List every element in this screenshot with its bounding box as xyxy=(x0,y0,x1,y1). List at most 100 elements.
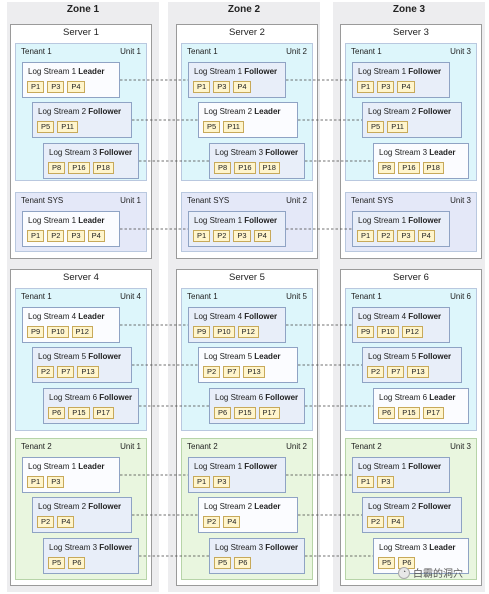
log-stream-box: Log Stream 2 Follower P2 P4 xyxy=(362,497,462,533)
partition-chip: P1 xyxy=(193,476,211,488)
log-stream-name: Log Stream 2 xyxy=(368,502,417,511)
partition-chip: P4 xyxy=(223,516,241,528)
log-stream-label: Log Stream 6 Follower xyxy=(49,393,132,402)
partition-chip: P4 xyxy=(87,230,105,242)
partition-chip: P5 xyxy=(48,557,66,569)
log-stream-name: Log Stream 2 xyxy=(38,502,87,511)
partition-list: P2 P7 P13 xyxy=(367,366,429,378)
partition-chip: P15 xyxy=(234,407,256,419)
leader-role-label: Leader xyxy=(429,148,456,157)
tenant-box: Tenant 1 Unit 4 Log Stream 4 Leader P9 P10 P1… xyxy=(15,288,147,431)
partition-chip: P17 xyxy=(422,407,444,419)
log-stream-name: Log Stream 6 xyxy=(379,393,428,402)
partition-chip: P2 xyxy=(213,230,231,242)
log-stream-label: Log Stream 3 Follower xyxy=(215,543,298,552)
follower-role-label: Follower xyxy=(265,393,299,402)
partition-chip: P2 xyxy=(367,366,385,378)
log-stream-name: Log Stream 1 xyxy=(358,216,407,225)
partition-list: P9 P10 P12 xyxy=(193,326,259,338)
tenant-box: Tenant 1 Unit 1 Log Stream 1 Leader P1 P3 P4 L… xyxy=(15,43,147,181)
leader-role-label: Leader xyxy=(78,462,105,471)
unit-label: Unit 2 xyxy=(286,47,307,56)
server-box: Server 2 Tenant 1 Unit 2 Log Stream 1 Follo… xyxy=(176,24,318,259)
log-stream-label: Log Stream 5 Leader xyxy=(204,352,281,361)
tenant-box: Tenant 1 Unit 2 Log Stream 1 Follower P1 P3 P… xyxy=(181,43,313,181)
partition-chip: P2 xyxy=(37,516,55,528)
partition-list: P2 P7 P13 xyxy=(37,366,99,378)
partition-chip: P13 xyxy=(77,366,99,378)
log-stream-name: Log Stream 3 xyxy=(215,543,264,552)
log-stream-name: Log Stream 1 xyxy=(358,67,407,76)
partition-chip: P5 xyxy=(203,121,221,133)
partition-list: P8 P16 P18 xyxy=(48,162,114,174)
log-stream-label: Log Stream 3 Leader xyxy=(379,148,456,157)
tenant-box: Tenant 1 Unit 6 Log Stream 4 Follower P9 P10… xyxy=(345,288,477,431)
log-stream-box: Log Stream 1 Leader P1 P2 P3 P4 xyxy=(22,211,120,247)
partition-chip: P13 xyxy=(243,366,265,378)
log-stream-name: Log Stream 3 xyxy=(379,148,428,157)
partition-list: P1 P2 P3 P4 xyxy=(193,230,271,242)
tenant-box: Tenant 2 Unit 1 Log Stream 1 Leader P1 P3 Log… xyxy=(15,438,147,580)
partition-chip: P18 xyxy=(258,162,280,174)
leader-role-label: Leader xyxy=(254,502,281,511)
partition-chip: P2 xyxy=(203,366,221,378)
server-title: Server 6 xyxy=(393,272,429,283)
leader-role-label: Leader xyxy=(78,312,105,321)
log-stream-name: Log Stream 4 xyxy=(194,312,243,321)
log-stream-box: Log Stream 1 Follower P1 P3 xyxy=(352,457,450,493)
partition-list: P1 P3 xyxy=(193,476,231,488)
partition-list: P5 P6 xyxy=(378,557,416,569)
unit-label: Unit 5 xyxy=(286,292,307,301)
log-stream-label: Log Stream 3 Leader xyxy=(379,543,456,552)
tenant-box: Tenant SYS Unit 2 Log Stream 1 Follower P1 P… xyxy=(181,192,313,252)
partition-chip: P12 xyxy=(401,326,423,338)
log-stream-label: Log Stream 2 Follower xyxy=(368,107,451,116)
partition-chip: P16 xyxy=(398,162,420,174)
log-stream-name: Log Stream 3 xyxy=(215,148,264,157)
log-stream-label: Log Stream 4 Follower xyxy=(358,312,441,321)
log-stream-box: Log Stream 2 Follower P5 P11 xyxy=(32,102,132,138)
partition-chip: P6 xyxy=(48,407,66,419)
partition-chip: P10 xyxy=(213,326,235,338)
log-stream-name: Log Stream 1 xyxy=(28,462,77,471)
tenant-name: Tenant 1 xyxy=(187,47,218,56)
follower-role-label: Follower xyxy=(418,352,452,361)
wechat-icon: ◔ xyxy=(398,566,410,579)
log-stream-name: Log Stream 2 xyxy=(38,107,87,116)
partition-chip: P2 xyxy=(37,366,55,378)
partition-list: P1 P2 P3 P4 xyxy=(357,230,435,242)
partition-chip: P18 xyxy=(422,162,444,174)
log-stream-name: Log Stream 6 xyxy=(215,393,264,402)
partition-chip: P4 xyxy=(67,81,85,93)
log-stream-name: Log Stream 1 xyxy=(194,67,243,76)
follower-role-label: Follower xyxy=(88,502,122,511)
log-stream-box: Log Stream 1 Follower P1 P2 P3 P4 xyxy=(188,211,286,247)
unit-label: Unit 6 xyxy=(450,292,471,301)
partition-chip: P2 xyxy=(377,230,395,242)
log-stream-box: Log Stream 4 Follower P9 P10 P12 xyxy=(352,307,450,343)
unit-label: Unit 3 xyxy=(450,47,471,56)
leader-role-label: Leader xyxy=(78,216,105,225)
log-stream-name: Log Stream 2 xyxy=(204,502,253,511)
partition-chip: P3 xyxy=(67,230,85,242)
partition-list: P5 P11 xyxy=(367,121,408,133)
partition-chip: P5 xyxy=(214,557,232,569)
unit-label: Unit 2 xyxy=(286,196,307,205)
partition-chip: P1 xyxy=(193,230,211,242)
log-stream-name: Log Stream 1 xyxy=(358,462,407,471)
partition-chip: P7 xyxy=(223,366,241,378)
partition-chip: P12 xyxy=(237,326,259,338)
partition-list: P9 P10 P12 xyxy=(357,326,423,338)
log-stream-name: Log Stream 3 xyxy=(49,543,98,552)
unit-label: Unit 3 xyxy=(450,442,471,451)
partition-chip: P6 xyxy=(214,407,232,419)
partition-chip: P6 xyxy=(68,557,86,569)
zone-title: Zone 2 xyxy=(227,4,261,15)
leader-role-label: Leader xyxy=(254,352,281,361)
tenant-box: Tenant SYS Unit 1 Log Stream 1 Leader P1 P2 P… xyxy=(15,192,147,252)
tenant-box: Tenant 1 Unit 5 Log Stream 4 Follower P9 P10… xyxy=(181,288,313,431)
partition-list: P1 P3 P4 xyxy=(193,81,251,93)
partition-chip: P4 xyxy=(417,230,435,242)
tenant-name: Tenant 1 xyxy=(21,47,52,56)
log-stream-label: Log Stream 3 Follower xyxy=(49,148,132,157)
